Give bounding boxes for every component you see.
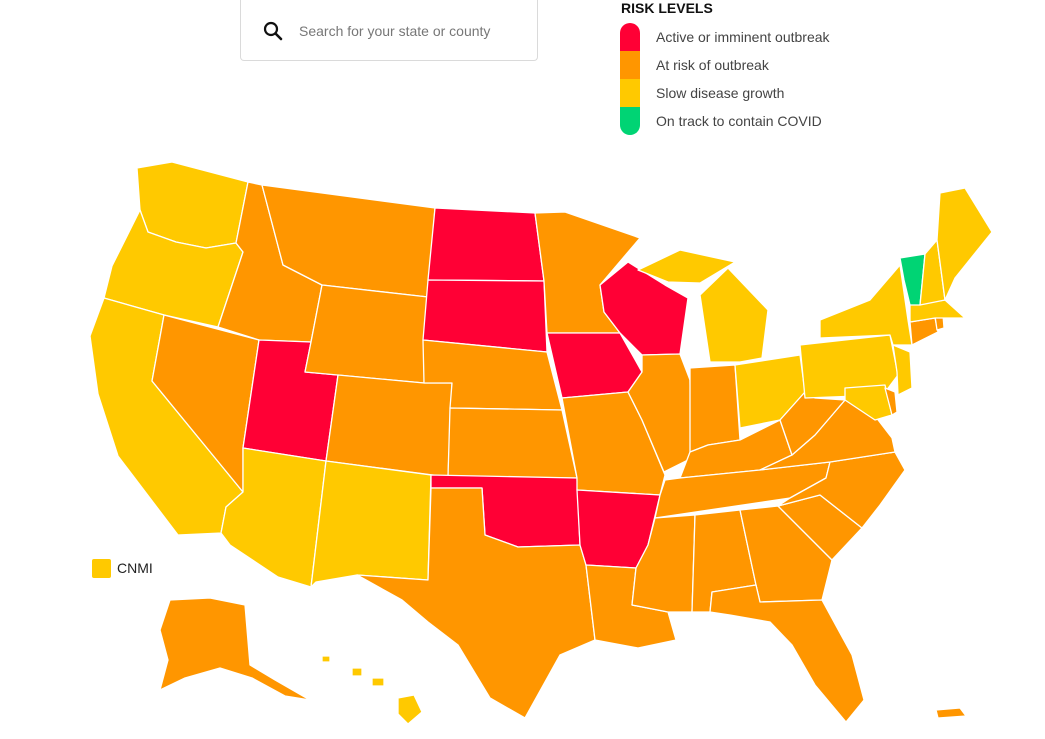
legend-swatch-green — [620, 107, 640, 135]
state-IL[interactable] — [627, 353, 693, 473]
legend-swatch-orange — [620, 51, 640, 79]
state-IN[interactable] — [689, 364, 741, 453]
state-NJ[interactable] — [892, 344, 913, 396]
state-FL[interactable] — [709, 584, 865, 723]
legend-item-yellow: Slow disease growth — [620, 79, 784, 107]
risk-legend: RISK LEVELS Active or imminent outbreak … — [620, 0, 830, 135]
legend-label-orange: At risk of outbreak — [656, 57, 769, 73]
state-VT[interactable] — [899, 253, 926, 306]
search-box[interactable] — [240, 0, 538, 61]
legend-label-red: Active or imminent outbreak — [656, 29, 830, 45]
state-KS[interactable] — [447, 407, 578, 479]
state-MD[interactable] — [844, 384, 893, 421]
legend-item-orange: At risk of outbreak — [620, 51, 769, 79]
legend-swatch-red — [620, 23, 640, 51]
state-CT[interactable] — [909, 317, 939, 346]
legend-list: Active or imminent outbreak At risk of o… — [620, 23, 830, 135]
state-PA[interactable] — [799, 334, 899, 399]
territory-PR[interactable] — [935, 707, 967, 719]
legend-label-green: On track to contain COVID — [656, 113, 822, 129]
state-ME[interactable] — [936, 187, 993, 301]
legend-swatch-yellow — [620, 79, 640, 107]
state-NY[interactable] — [819, 264, 913, 346]
state-WY[interactable] — [304, 284, 429, 384]
state-MI[interactable] — [637, 249, 769, 363]
state-AK[interactable] — [159, 597, 311, 701]
state-NC[interactable] — [777, 451, 906, 529]
legend-item-green: On track to contain COVID — [620, 107, 822, 135]
state-IA[interactable] — [546, 332, 643, 399]
state-HI[interactable] — [321, 655, 423, 725]
search-icon — [263, 21, 283, 41]
cnmi-swatch — [92, 559, 111, 578]
search-input[interactable] — [297, 18, 521, 44]
state-TX[interactable] — [356, 487, 596, 719]
legend-item-red: Active or imminent outbreak — [620, 23, 830, 51]
state-ND[interactable] — [427, 207, 545, 282]
state-CO[interactable] — [325, 374, 453, 478]
legend-title: RISK LEVELS — [621, 0, 713, 16]
state-NM[interactable] — [310, 460, 432, 588]
state-DE[interactable] — [884, 387, 898, 416]
legend-label-yellow: Slow disease growth — [656, 85, 785, 101]
cnmi-label: CNMI — [117, 560, 153, 576]
